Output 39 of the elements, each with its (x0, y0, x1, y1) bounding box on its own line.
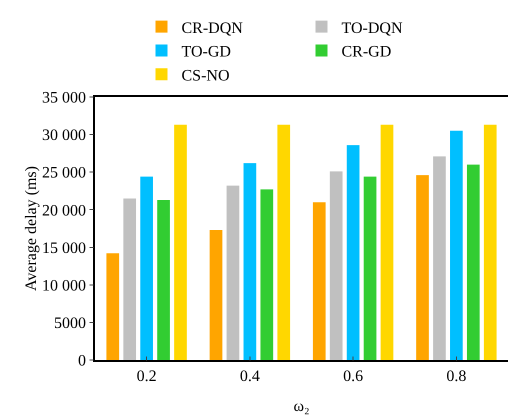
x-tick-label: 0.8 (446, 368, 466, 385)
legend-label: CR-GD (342, 44, 392, 61)
bar (346, 145, 360, 360)
y-tick-label: 15 000 (42, 240, 86, 257)
x-tick-label: 0.4 (240, 368, 260, 385)
y-tick-label: 25 000 (42, 164, 86, 182)
bar (450, 130, 463, 360)
legend-label: TO-GD (182, 44, 231, 61)
bar (123, 198, 136, 360)
y-tick-label: 10 000 (42, 277, 86, 294)
bar (484, 124, 497, 360)
bar (433, 156, 446, 360)
bar (157, 200, 170, 360)
legend-label: CR-DQN (182, 20, 244, 37)
bar (244, 163, 256, 360)
bar (330, 171, 343, 360)
bar (416, 175, 429, 360)
legend-label: CS-NO (182, 67, 230, 84)
bar (260, 189, 274, 360)
x-tick-label: 0.6 (343, 368, 364, 385)
x-axis-title: ω₂ (293, 398, 310, 415)
y-tick-label: 20 000 (42, 202, 86, 220)
bar (174, 124, 187, 360)
legend-label: TO-DQN (342, 20, 403, 37)
y-tick-label: 5000 (54, 315, 86, 332)
bar (106, 253, 120, 360)
y-tick-label: 0 (78, 352, 86, 370)
bar (466, 164, 480, 360)
bar (277, 124, 290, 360)
y-axis-title: Average delay (ms) (23, 166, 40, 291)
bar (226, 186, 240, 360)
bar (380, 124, 394, 360)
y-tick-label: 35 000 (42, 90, 86, 107)
bar (140, 176, 153, 360)
y-tick-label: 30 000 (42, 127, 86, 144)
bar (364, 176, 376, 360)
bar (210, 230, 222, 360)
bar (312, 202, 326, 360)
x-tick-label: 0.2 (136, 368, 157, 385)
